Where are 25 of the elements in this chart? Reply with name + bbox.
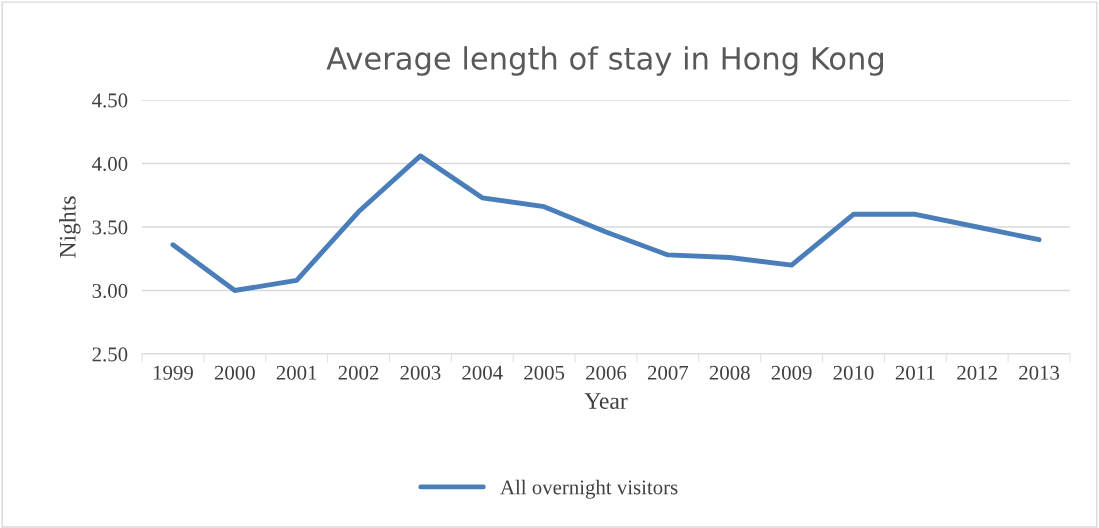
- y-tick-label: 4.50: [92, 93, 128, 108]
- line-series: [170, 153, 1042, 293]
- x-tick-label: 2005: [524, 365, 565, 380]
- x-tick-label: 2000: [214, 365, 255, 380]
- x-tick-label: 2003: [400, 365, 441, 380]
- legend-label: All overnight visitors: [500, 479, 678, 499]
- x-axis-title: Year: [584, 393, 628, 409]
- x-tick-label: 2004: [462, 365, 503, 380]
- x-tick-label: 2011: [895, 365, 935, 380]
- y-tick-label: 4.00: [92, 156, 128, 172]
- x-tick-label: 2013: [1019, 365, 1060, 380]
- x-tick-label: 2010: [833, 365, 874, 380]
- x-tick-label: 2012: [957, 365, 997, 380]
- chart-title: Average length of stay in Hong Kong: [326, 46, 883, 76]
- y-tick-label: 3.50: [92, 220, 128, 235]
- x-tick-label: 1999: [153, 365, 193, 380]
- y-axis-title: Nights: [59, 196, 81, 258]
- y-tick-label: 3.00: [92, 283, 128, 299]
- x-tick-label: 2008: [709, 365, 750, 380]
- x-tick-label: 2006: [586, 365, 627, 380]
- x-tick-label: 2007: [647, 365, 689, 380]
- x-tick-label: 2009: [771, 365, 812, 380]
- x-tick-label: 2001: [276, 365, 317, 380]
- x-tick-label: 2002: [338, 365, 379, 380]
- y-tick-label: 2.50: [92, 347, 128, 362]
